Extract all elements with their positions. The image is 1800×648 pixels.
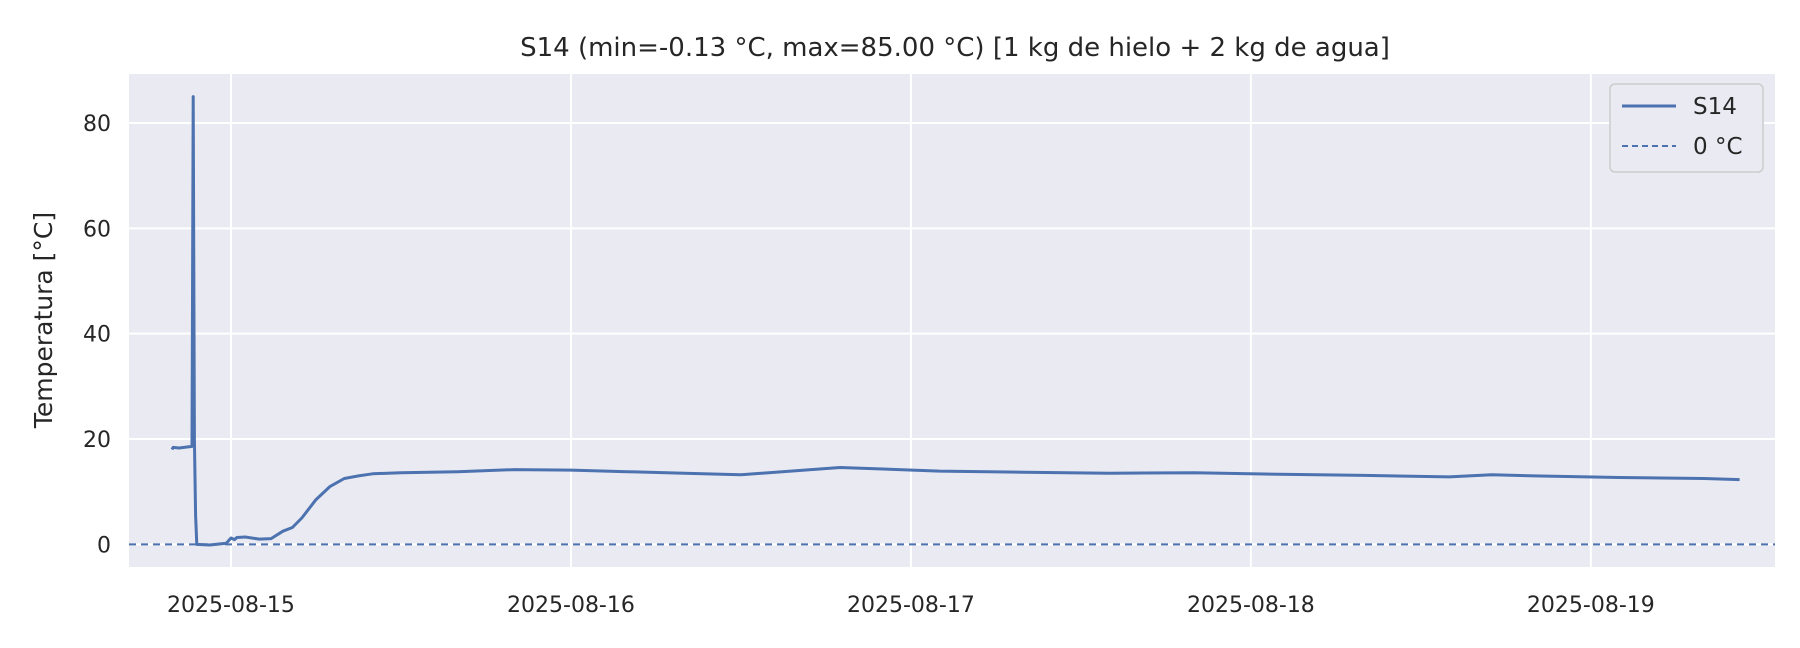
legend: S14 0 °C xyxy=(1609,83,1764,173)
y-tick-label: 40 xyxy=(83,323,111,348)
x-tick-label: 2025-08-15 xyxy=(167,593,295,618)
x-tick-label: 2025-08-16 xyxy=(507,593,635,618)
x-tick-label: 2025-08-19 xyxy=(1527,593,1655,618)
series-layer xyxy=(129,95,1775,547)
x-axis-ticks: 2025-08-15 2025-08-16 2025-08-17 2025-08-18… xyxy=(167,593,1655,618)
plot-area xyxy=(129,74,1775,567)
y-tick-label: 80 xyxy=(83,112,111,137)
legend-label-zero: 0 °C xyxy=(1693,134,1743,160)
y-tick-label: 60 xyxy=(83,217,111,242)
legend-label-s14: S14 xyxy=(1693,94,1737,120)
y-tick-label: 0 xyxy=(97,533,111,558)
x-tick-label: 2025-08-18 xyxy=(1187,593,1315,618)
chart-title: S14 (min=-0.13 °C, max=85.00 °C) [1 kg d… xyxy=(520,33,1390,63)
y-tick-label: 20 xyxy=(83,428,111,453)
y-axis-ticks: 0 20 40 60 80 xyxy=(83,112,111,558)
y-axis-label: Temperatura [°C] xyxy=(29,212,58,429)
x-tick-label: 2025-08-17 xyxy=(847,593,975,618)
